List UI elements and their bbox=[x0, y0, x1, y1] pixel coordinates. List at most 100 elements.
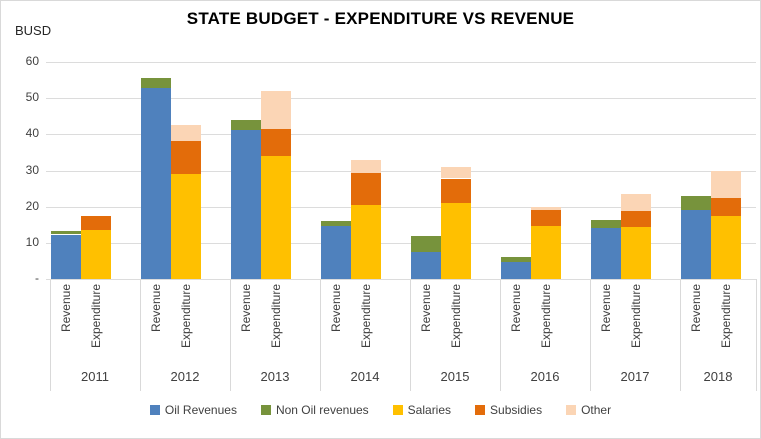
legend-item-oil-revenues: Oil Revenues bbox=[149, 403, 237, 417]
y-axis-unit-label: BUSD bbox=[15, 23, 52, 38]
bar-2011-revenue-oil-revenues bbox=[51, 234, 81, 279]
category-separator-0 bbox=[50, 279, 51, 391]
bar-2018-expenditure-other bbox=[711, 170, 741, 199]
category-separator-7 bbox=[680, 279, 681, 391]
x-label-2016-revenue: Revenue bbox=[501, 284, 531, 364]
bar-2014-expenditure-subsidies bbox=[351, 173, 381, 206]
year-label-2016: 2016 bbox=[530, 369, 560, 384]
x-label-2014-revenue: Revenue bbox=[321, 284, 351, 364]
y-tick-label-20: 20 bbox=[25, 198, 39, 213]
y-tick-label-50: 50 bbox=[25, 90, 39, 105]
legend-item-salaries: Salaries bbox=[392, 403, 452, 417]
bar-2014-expenditure-salaries bbox=[351, 205, 381, 279]
bar-2017-expenditure-other bbox=[621, 194, 651, 212]
bar-2013-expenditure-subsidies bbox=[261, 128, 291, 156]
bar-2012-revenue-non-oil-revenues bbox=[141, 78, 171, 89]
legend-swatch-non-oil-revenues bbox=[260, 405, 271, 415]
category-separator-5 bbox=[500, 279, 501, 391]
x-label-text: Revenue bbox=[689, 284, 703, 333]
legend-label: Subsidies bbox=[490, 403, 543, 417]
x-label-text: Revenue bbox=[329, 284, 343, 333]
bar-2017-expenditure-salaries bbox=[621, 227, 651, 279]
legend-item-subsidies: Subsidies bbox=[475, 403, 542, 417]
x-label-2015-expenditure: Expenditure bbox=[441, 284, 471, 364]
y-tick-label-40: 40 bbox=[25, 126, 39, 141]
bar-2013-revenue-oil-revenues bbox=[231, 130, 261, 279]
gridline-60 bbox=[46, 62, 756, 63]
bar-2015-expenditure-salaries bbox=[441, 203, 471, 280]
bar-2013-expenditure-salaries bbox=[261, 156, 291, 279]
x-label-2012-revenue: Revenue bbox=[141, 284, 171, 364]
year-label-2018: 2018 bbox=[703, 369, 733, 384]
x-label-text: Expenditure bbox=[179, 284, 193, 349]
x-label-2012-expenditure: Expenditure bbox=[171, 284, 201, 364]
bar-2015-expenditure-other bbox=[441, 166, 471, 179]
x-label-2014-expenditure: Expenditure bbox=[351, 284, 381, 364]
legend-label: Salaries bbox=[407, 403, 452, 417]
gridline-50 bbox=[46, 98, 756, 100]
x-label-2017-revenue: Revenue bbox=[591, 284, 621, 364]
bar-2014-revenue-non-oil-revenues bbox=[321, 221, 351, 227]
x-label-text: Revenue bbox=[149, 284, 163, 333]
gridline-20 bbox=[46, 206, 756, 208]
bar-2017-revenue-oil-revenues bbox=[591, 228, 621, 279]
x-label-text: Expenditure bbox=[269, 284, 283, 349]
legend: Oil Revenues Non Oil revenues Salaries Subs… bbox=[1, 403, 760, 417]
gridline-0 bbox=[46, 279, 756, 280]
bar-2016-expenditure-salaries bbox=[531, 226, 561, 279]
bar-2013-expenditure-other bbox=[261, 90, 291, 129]
legend-swatch-subsidies bbox=[475, 405, 486, 415]
category-separator-6 bbox=[590, 279, 591, 391]
x-label-2013-revenue: Revenue bbox=[231, 284, 261, 364]
bar-2018-revenue-oil-revenues bbox=[681, 210, 711, 279]
legend-swatch-oil-revenues bbox=[149, 405, 160, 415]
bar-2011-revenue-non-oil-revenues bbox=[51, 230, 81, 235]
bar-2016-expenditure-subsidies bbox=[531, 209, 561, 227]
bar-2013-revenue-non-oil-revenues bbox=[231, 120, 261, 130]
bar-2016-expenditure-other bbox=[531, 207, 561, 210]
gridline-30 bbox=[46, 170, 756, 172]
legend-label: Oil Revenues bbox=[164, 403, 237, 417]
x-label-2018-revenue: Revenue bbox=[681, 284, 711, 364]
x-label-text: Revenue bbox=[419, 284, 433, 333]
legend-item-other: Other bbox=[566, 403, 611, 417]
gridline-10 bbox=[46, 242, 756, 244]
gridline-40 bbox=[46, 134, 756, 136]
bar-2015-revenue-oil-revenues bbox=[411, 251, 441, 279]
bar-2016-revenue-oil-revenues bbox=[501, 262, 531, 279]
x-label-text: Revenue bbox=[509, 284, 523, 333]
x-label-text: Expenditure bbox=[89, 284, 103, 349]
bar-2012-revenue-oil-revenues bbox=[141, 88, 171, 279]
category-separator-8 bbox=[756, 279, 757, 391]
bar-2017-revenue-non-oil-revenues bbox=[591, 220, 621, 229]
legend-label: Other bbox=[581, 403, 612, 417]
x-label-2011-expenditure: Expenditure bbox=[81, 284, 111, 364]
bar-2012-expenditure-subsidies bbox=[171, 140, 201, 175]
bar-2016-revenue-non-oil-revenues bbox=[501, 256, 531, 262]
x-label-text: Expenditure bbox=[449, 284, 463, 349]
bar-2012-expenditure-salaries bbox=[171, 174, 201, 279]
year-label-2014: 2014 bbox=[350, 369, 380, 384]
bar-2018-revenue-non-oil-revenues bbox=[681, 195, 711, 211]
x-label-2016-expenditure: Expenditure bbox=[531, 284, 561, 364]
x-label-text: Expenditure bbox=[359, 284, 373, 349]
bar-2018-expenditure-subsidies bbox=[711, 198, 741, 216]
y-tick-label-10: 10 bbox=[25, 234, 39, 249]
category-separator-2 bbox=[230, 279, 231, 391]
bar-2011-expenditure-subsidies bbox=[81, 216, 111, 231]
bar-2014-expenditure-other bbox=[351, 160, 381, 174]
category-separator-3 bbox=[320, 279, 321, 391]
x-label-2013-expenditure: Expenditure bbox=[261, 284, 291, 364]
y-tick-label-60: 60 bbox=[25, 54, 39, 68]
chart-title: STATE BUDGET - EXPENDITURE VS REVENUE bbox=[186, 9, 575, 28]
y-tick-label-30: 30 bbox=[25, 162, 39, 177]
bar-2018-expenditure-salaries bbox=[711, 216, 741, 279]
year-label-2017: 2017 bbox=[620, 369, 650, 384]
legend-label: Non Oil revenues bbox=[275, 403, 369, 417]
bar-2014-revenue-oil-revenues bbox=[321, 226, 351, 279]
x-label-text: Revenue bbox=[599, 284, 613, 333]
bar-2017-expenditure-subsidies bbox=[621, 211, 651, 228]
x-label-text: Expenditure bbox=[539, 284, 553, 349]
category-separator-4 bbox=[410, 279, 411, 391]
